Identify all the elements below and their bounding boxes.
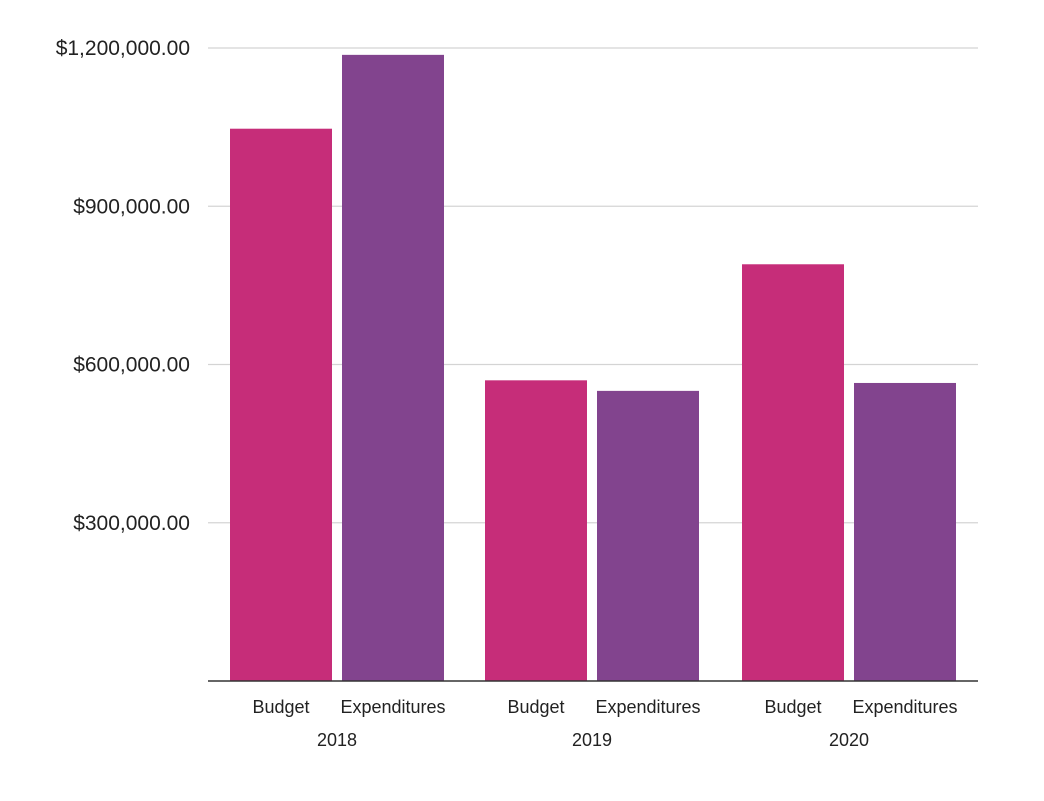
bar-2018-expenditures bbox=[342, 54, 444, 682]
y-axis-ticks: $300,000.00 $600,000.00 $900,000.00 $1,200,… bbox=[56, 37, 190, 535]
y-tick-label: $300,000.00 bbox=[73, 512, 190, 535]
gridlines bbox=[208, 47, 978, 524]
x-axis-labels: Budget Expenditures 2018 Budget Expenditures… bbox=[252, 697, 957, 750]
x-group-label: 2019 bbox=[572, 730, 612, 750]
bar-2018-budget bbox=[230, 128, 332, 681]
x-category-label: Expenditures bbox=[595, 697, 700, 717]
bar-2020-expenditures bbox=[854, 382, 956, 681]
x-category-label: Budget bbox=[507, 697, 564, 717]
x-category-label: Expenditures bbox=[340, 697, 445, 717]
x-group-label: 2018 bbox=[317, 730, 357, 750]
y-tick-label: $900,000.00 bbox=[73, 195, 190, 218]
x-category-label: Budget bbox=[764, 697, 821, 717]
x-category-label: Budget bbox=[252, 697, 309, 717]
y-tick-label: $1,200,000.00 bbox=[56, 37, 190, 60]
bar-2019-budget bbox=[485, 380, 587, 681]
bar-2019-expenditures bbox=[597, 390, 699, 681]
bars bbox=[230, 54, 956, 682]
x-group-label: 2020 bbox=[829, 730, 869, 750]
bar-2020-budget bbox=[742, 264, 844, 681]
x-category-label: Expenditures bbox=[852, 697, 957, 717]
y-tick-label: $600,000.00 bbox=[73, 354, 190, 377]
